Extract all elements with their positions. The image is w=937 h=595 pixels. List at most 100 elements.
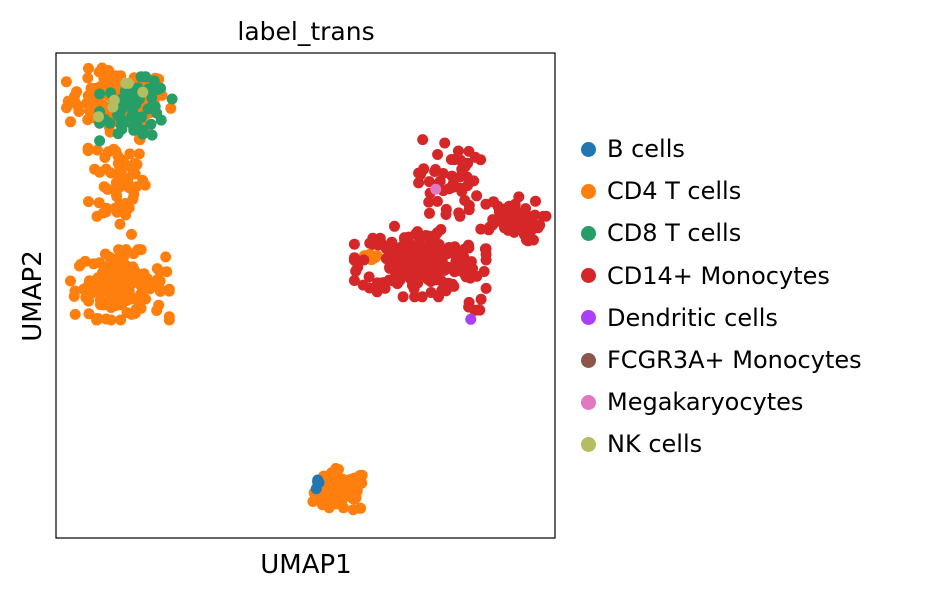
point-cd14-monocytes: [418, 163, 430, 175]
point-cd4-t-cells: [126, 228, 137, 240]
y-axis-label: UMAP2: [18, 250, 48, 341]
point-cd14-monocytes: [532, 222, 544, 234]
point-cd14-monocytes: [424, 207, 435, 219]
point-cd4-t-cells: [352, 481, 364, 493]
point-cd4-t-cells: [89, 163, 101, 175]
point-megakaryocytes: [430, 183, 442, 195]
point-cd4-t-cells: [99, 248, 111, 260]
point-cd4-t-cells: [155, 284, 167, 296]
point-cd14-monocytes: [493, 206, 505, 217]
legend-item: NK cells: [578, 423, 862, 465]
point-cd14-monocytes: [380, 243, 392, 255]
point-cd8-t-cells: [152, 84, 164, 95]
point-cd4-t-cells: [160, 251, 172, 263]
point-cd14-monocytes: [455, 154, 467, 166]
point-cd4-t-cells: [102, 146, 114, 158]
legend-item: CD14+ Monocytes: [578, 255, 862, 297]
point-cd14-monocytes: [417, 134, 429, 146]
point-cd14-monocytes: [473, 304, 485, 316]
point-cd4-t-cells: [98, 181, 110, 193]
point-cd14-monocytes: [446, 170, 458, 182]
point-cd14-monocytes: [408, 275, 419, 287]
point-cd4-t-cells: [69, 90, 80, 102]
legend-marker: [581, 268, 596, 284]
point-cd8-t-cells: [140, 71, 152, 83]
point-cd14-monocytes: [450, 255, 462, 267]
point-cd14-monocytes: [471, 190, 483, 202]
point-cd4-t-cells: [91, 144, 103, 156]
point-cd14-monocytes: [463, 145, 475, 157]
legend-label: FCGR3A+ Monocytes: [607, 346, 862, 375]
point-cd4-t-cells: [93, 66, 105, 78]
point-cd4-t-cells: [371, 250, 383, 262]
point-nk-cells: [93, 111, 104, 123]
point-cd14-monocytes: [460, 271, 472, 283]
legend-label: Megakaryocytes: [607, 388, 804, 417]
legend-label: CD14+ Monocytes: [607, 261, 830, 290]
legend-marker: [581, 183, 596, 199]
point-cd8-t-cells: [126, 110, 138, 122]
point-cd4-t-cells: [65, 116, 76, 128]
point-cd4-t-cells: [113, 279, 125, 291]
point-cd14-monocytes: [529, 209, 541, 221]
point-cd4-t-cells: [83, 105, 95, 117]
point-cd14-monocytes: [459, 194, 471, 206]
legend-label: CD8 T cells: [607, 219, 742, 248]
point-cd4-t-cells: [135, 288, 147, 300]
point-cd14-monocytes: [383, 274, 395, 286]
legend-marker: [581, 436, 596, 452]
point-cd14-monocytes: [398, 256, 410, 268]
point-cd14-monocytes: [443, 277, 454, 289]
point-cd8-t-cells: [142, 103, 154, 115]
point-cd14-monocytes: [389, 220, 400, 232]
point-cd8-t-cells: [118, 100, 130, 112]
legend-item: Megakaryocytes: [578, 381, 862, 423]
point-cd14-monocytes: [439, 137, 451, 149]
legend-marker: [581, 352, 596, 368]
point-nk-cells: [122, 77, 134, 89]
point-cd8-t-cells: [148, 75, 160, 87]
point-cd14-monocytes: [431, 195, 443, 207]
point-cd4-t-cells: [65, 275, 76, 287]
point-cd4-t-cells: [78, 283, 90, 295]
point-cd4-t-cells: [163, 283, 175, 295]
point-cd8-t-cells: [151, 107, 163, 119]
point-cd4-t-cells: [115, 314, 127, 326]
legend-label: B cells: [607, 135, 685, 164]
point-dendritic-cells: [465, 313, 477, 325]
point-cd4-t-cells: [120, 248, 132, 260]
legend-item: Dendritic cells: [578, 297, 862, 339]
point-cd14-monocytes: [350, 265, 362, 277]
point-cd4-t-cells: [133, 148, 145, 160]
point-cd14-monocytes: [436, 285, 448, 296]
point-cd4-t-cells: [151, 305, 163, 316]
point-cd14-monocytes: [409, 291, 421, 303]
point-cd14-monocytes: [423, 196, 435, 208]
point-cd14-monocytes: [480, 254, 492, 266]
point-cd14-monocytes: [348, 252, 360, 264]
point-cd8-t-cells: [145, 118, 157, 130]
point-cd4-t-cells: [82, 142, 94, 154]
point-cd4-t-cells: [105, 314, 117, 326]
point-cd14-monocytes: [454, 171, 466, 183]
point-cd4-t-cells: [355, 502, 367, 514]
point-cd4-t-cells: [82, 72, 94, 84]
point-cd14-monocytes: [509, 198, 521, 210]
point-cd14-monocytes: [358, 254, 370, 266]
point-nk-cells: [137, 86, 149, 98]
legend-item: CD8 T cells: [578, 212, 862, 254]
point-cd4-t-cells: [105, 167, 117, 179]
point-cd14-monocytes: [432, 149, 444, 160]
point-cd14-monocytes: [530, 195, 541, 207]
point-cd8-t-cells: [136, 111, 148, 123]
legend-item: FCGR3A+ Monocytes: [578, 339, 862, 381]
point-cd14-monocytes: [348, 275, 360, 286]
point-cd8-t-cells: [124, 92, 136, 104]
point-cd4-t-cells: [110, 297, 122, 309]
point-cd14-monocytes: [413, 248, 425, 260]
point-cd4-t-cells: [325, 479, 337, 491]
point-cd14-monocytes: [475, 154, 487, 166]
x-axis-label: UMAP1: [260, 550, 351, 580]
point-cd14-monocytes: [443, 242, 455, 253]
point-cd4-t-cells: [93, 197, 105, 209]
